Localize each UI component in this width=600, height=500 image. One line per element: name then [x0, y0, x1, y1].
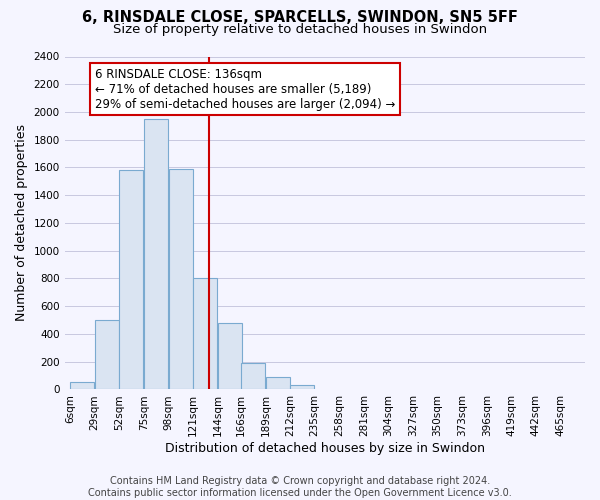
Bar — [241, 363, 265, 390]
Text: 6, RINSDALE CLOSE, SPARCELLS, SWINDON, SN5 5FF: 6, RINSDALE CLOSE, SPARCELLS, SWINDON, S… — [82, 10, 518, 25]
Text: Size of property relative to detached houses in Swindon: Size of property relative to detached ho… — [113, 22, 487, 36]
Y-axis label: Number of detached properties: Number of detached properties — [15, 124, 28, 322]
Bar — [144, 119, 168, 390]
Text: 6 RINSDALE CLOSE: 136sqm
← 71% of detached houses are smaller (5,189)
29% of sem: 6 RINSDALE CLOSE: 136sqm ← 71% of detach… — [95, 68, 395, 110]
Bar — [290, 386, 314, 390]
Bar — [95, 320, 119, 390]
Bar — [70, 382, 94, 390]
Bar — [169, 169, 193, 390]
Bar — [218, 323, 242, 390]
X-axis label: Distribution of detached houses by size in Swindon: Distribution of detached houses by size … — [165, 442, 485, 455]
Text: Contains HM Land Registry data © Crown copyright and database right 2024.
Contai: Contains HM Land Registry data © Crown c… — [88, 476, 512, 498]
Bar — [266, 377, 290, 390]
Bar — [119, 170, 143, 390]
Bar — [193, 278, 217, 390]
